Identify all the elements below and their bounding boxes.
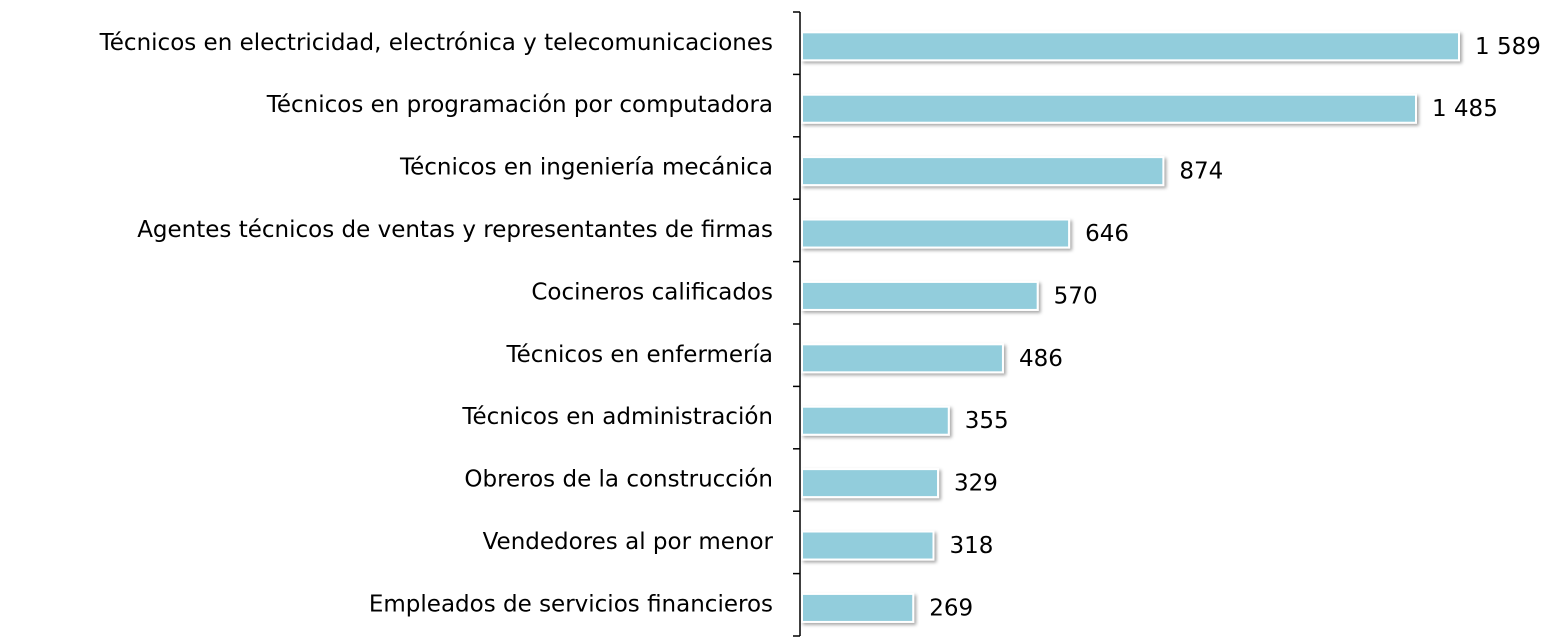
bar: [801, 31, 1460, 62]
y-tick-label: Obreros de la construcción: [464, 467, 773, 493]
y-tick-label: Técnicos en ingeniería mecánica: [399, 155, 773, 181]
bar: [801, 468, 940, 499]
y-tick-label: Agentes técnicos de ventas y representan…: [137, 217, 773, 243]
data-label: 486: [1019, 346, 1063, 372]
y-tick-label: Técnicos en administración: [461, 404, 773, 430]
data-label: 874: [1179, 159, 1223, 185]
bar: [801, 280, 1039, 311]
data-label: 646: [1085, 221, 1129, 247]
y-tick-label: Técnicos en programación por computadora: [266, 92, 773, 118]
y-tick-label: Empleados de servicios financieros: [369, 591, 773, 617]
bar: [801, 156, 1165, 187]
y-tick-label: Vendedores al por menor: [483, 529, 774, 555]
bar: [801, 93, 1417, 124]
y-tick-label: Cocineros calificados: [531, 279, 773, 305]
data-label: 1 485: [1432, 96, 1498, 122]
bar: [801, 592, 915, 623]
data-label: 329: [954, 471, 998, 497]
y-tick-label: Técnicos en enfermería: [506, 342, 773, 368]
data-label: 269: [929, 595, 973, 621]
bar: [801, 343, 1004, 374]
data-label: 570: [1054, 283, 1098, 309]
bar: [801, 405, 950, 436]
data-label: 1 589: [1475, 34, 1541, 60]
y-tick-label: Técnicos en electricidad, electrónica y …: [99, 30, 773, 56]
bar: [801, 218, 1071, 249]
bar: [801, 530, 935, 561]
data-label: 355: [965, 408, 1009, 434]
data-label: 318: [949, 533, 993, 559]
